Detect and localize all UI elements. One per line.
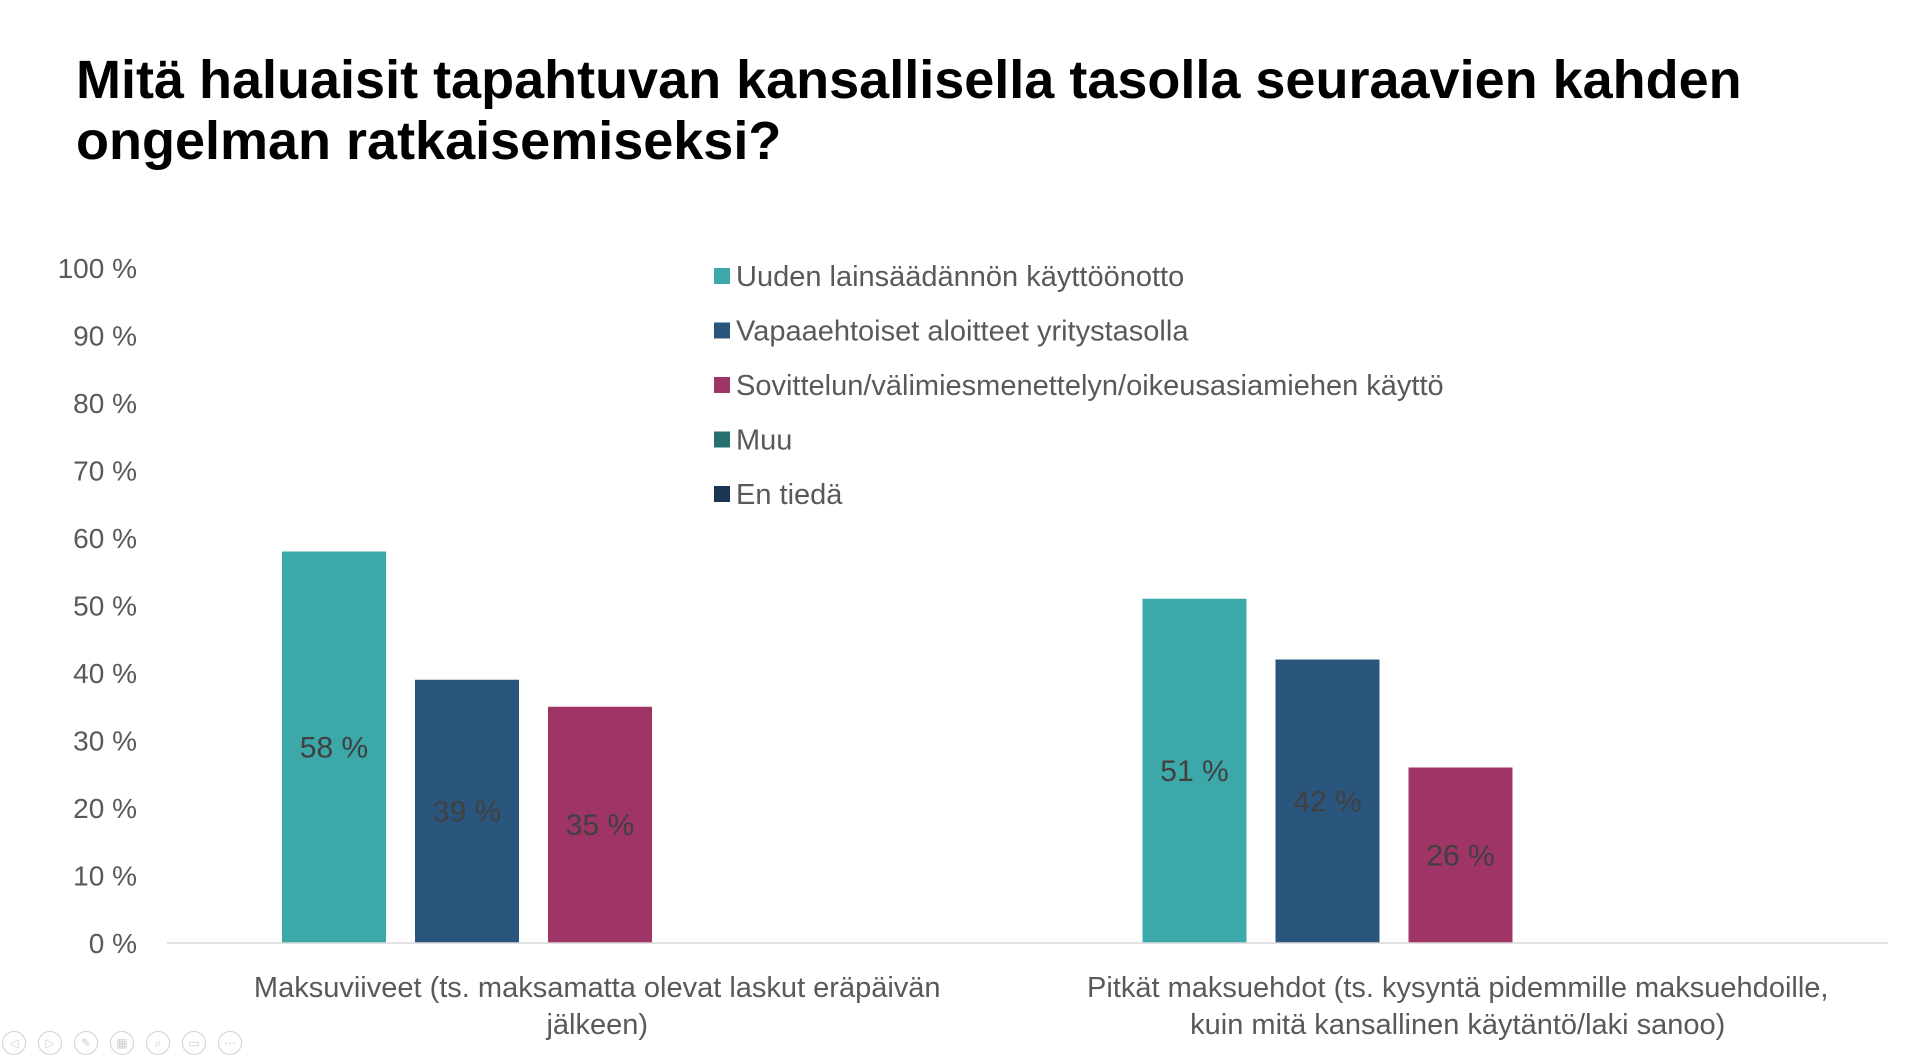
legend-swatch bbox=[714, 431, 730, 448]
legend-label: Vapaaehtoiset aloitteet yritystasolla bbox=[736, 316, 1189, 348]
legend-swatch bbox=[714, 377, 730, 393]
bar bbox=[1275, 659, 1380, 943]
y-tick-label: 0 % bbox=[89, 928, 137, 959]
subtitles-icon[interactable]: ▭ bbox=[182, 1031, 206, 1055]
more-options-icon[interactable]: ⋯ bbox=[218, 1031, 242, 1055]
legend: Uuden lainsäädännön käyttöönotto Vapaaeht… bbox=[714, 261, 1444, 511]
x-category-label: Pitkät maksuehdot (ts. kysyntä pidemmill… bbox=[1087, 972, 1828, 1004]
y-tick-label: 90 % bbox=[73, 321, 137, 352]
bar-value-label: 35 % bbox=[566, 809, 634, 842]
legend-label: En tiedä bbox=[736, 479, 843, 511]
legend-label: Sovittelun/välimiesmenettelyn/oikeusasia… bbox=[736, 370, 1444, 402]
previous-slide-icon[interactable]: ◁ bbox=[2, 1031, 26, 1055]
pen-icon[interactable]: ✎ bbox=[74, 1031, 98, 1055]
next-slide-icon[interactable]: ▷ bbox=[38, 1031, 62, 1055]
bar-value-label: 26 % bbox=[1426, 839, 1494, 872]
x-axis: Maksuviiveet (ts. maksamatta olevat lask… bbox=[167, 942, 1888, 1041]
bars: 58 % 39 % 35 % 51 % 42 % 26 % bbox=[282, 551, 1513, 943]
zoom-icon[interactable]: ⌕ bbox=[146, 1031, 170, 1055]
legend-label: Uuden lainsäädännön käyttöönotto bbox=[736, 261, 1184, 293]
slides-grid-icon[interactable]: ▦ bbox=[110, 1031, 134, 1055]
y-tick-label: 30 % bbox=[73, 726, 137, 757]
y-tick-label: 100 % bbox=[58, 253, 137, 284]
y-tick-label: 60 % bbox=[73, 523, 137, 554]
bar-value-label: 51 % bbox=[1160, 755, 1228, 788]
y-tick-label: 40 % bbox=[73, 658, 137, 689]
x-category-label: Maksuviiveet (ts. maksamatta olevat lask… bbox=[254, 972, 941, 1004]
bar bbox=[415, 679, 519, 943]
y-tick-label: 20 % bbox=[73, 793, 137, 824]
bar-value-label: 42 % bbox=[1293, 785, 1361, 818]
y-axis: 0 % 10 % 20 % 30 % 40 % 50 % 60 % 70 % 80 % 90 % 1… bbox=[58, 253, 137, 959]
presentation-controls: ◁ ▷ ✎ ▦ ⌕ ▭ ⋯ bbox=[2, 1031, 242, 1055]
x-category-label: jälkeen) bbox=[545, 1009, 648, 1041]
bar-value-label: 39 % bbox=[433, 795, 501, 828]
y-tick-label: 10 % bbox=[73, 861, 137, 892]
y-tick-label: 50 % bbox=[73, 591, 137, 622]
legend-swatch bbox=[714, 322, 730, 339]
y-tick-label: 80 % bbox=[73, 388, 137, 419]
x-category-label: kuin mitä kansallinen käytäntö/laki sano… bbox=[1190, 1009, 1725, 1041]
bar bbox=[1142, 598, 1247, 943]
bar bbox=[1408, 767, 1513, 943]
legend-swatch bbox=[714, 268, 730, 284]
legend-swatch bbox=[714, 486, 730, 502]
legend-label: Muu bbox=[736, 425, 792, 457]
y-tick-label: 70 % bbox=[73, 456, 137, 487]
bar-value-label: 58 % bbox=[300, 731, 368, 764]
bar bbox=[548, 706, 652, 943]
page-title: Mitä haluaisit tapahtuvan kansallisella … bbox=[76, 50, 1742, 171]
bar bbox=[282, 551, 386, 943]
